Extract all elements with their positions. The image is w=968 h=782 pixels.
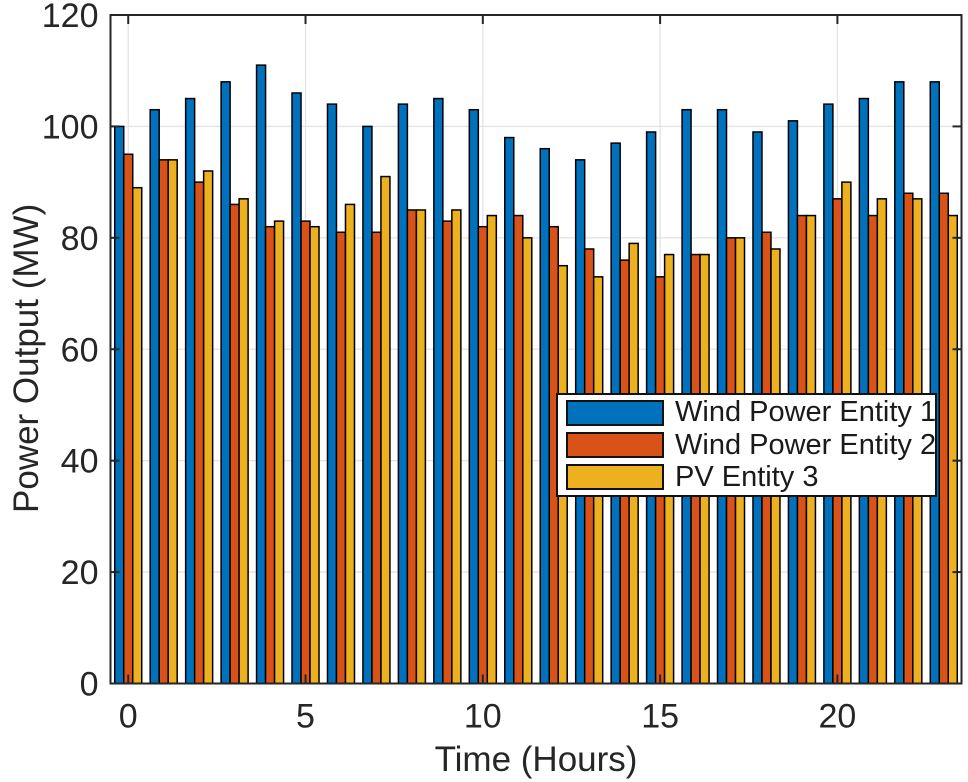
bar [255,64,267,685]
bar [167,159,178,685]
bar [113,125,125,685]
legend-label: PV Entity 3 [675,460,819,493]
x-tick-label: 15 [641,698,679,736]
bar [947,214,959,685]
bar [202,170,214,685]
bar [477,225,489,685]
y-tick-label: 120 [42,0,99,35]
bar [184,97,196,685]
bar [300,220,311,685]
y-tick-label: 40 [61,443,99,481]
bar [397,103,409,685]
bar [309,225,320,685]
bar [335,231,347,685]
bar [894,81,905,685]
x-axis-label: Time (Hours) [434,740,638,779]
y-tick-label: 80 [61,220,99,258]
x-tick-label: 20 [818,698,856,736]
legend-label: Wind Power Entity 2 [675,428,937,461]
legend-item: PV Entity 3 [566,460,935,493]
bar [486,214,498,685]
y-tick-label: 20 [61,554,99,592]
y-tick-label: 60 [61,331,99,369]
legend-item: Wind Power Entity 1 [566,396,937,429]
bar [326,103,338,685]
bar [858,97,870,685]
legend-label: Wind Power Entity 1 [675,396,937,429]
bar [504,136,515,685]
x-tick-label: 5 [296,698,315,736]
x-tick-label: 0 [119,698,138,736]
bar [468,108,480,685]
legend-swatch-wind-entity-2-icon [566,432,664,458]
bar [220,81,231,685]
bar [291,92,302,685]
legend-swatch-wind-entity-1-icon [566,399,664,426]
bar [539,147,550,685]
bar [193,181,205,685]
bar [406,209,418,685]
bar [433,97,444,685]
bar [158,159,169,685]
bar [938,192,950,685]
bar [229,203,240,685]
x-tick-label: 10 [464,698,502,736]
y-tick-label: 0 [80,666,99,704]
legend-swatch-pv-entity-3-icon [566,464,664,491]
bar [929,81,941,685]
bar [513,214,524,685]
bar [371,231,382,685]
bar [264,225,276,685]
bar [522,237,533,685]
bar [362,125,373,685]
bar [451,209,462,685]
bar [344,203,356,685]
legend: Wind Power Entity 1 Wind Power Entity 2 … [556,393,937,497]
bar [131,186,143,685]
bar [238,198,249,685]
bar [442,220,453,685]
bar [415,209,427,685]
legend-item: Wind Power Entity 2 [566,428,937,461]
bar [380,175,391,685]
bar [273,220,285,685]
bar [122,153,134,685]
bar [149,108,160,685]
y-tick-label: 100 [42,108,99,146]
